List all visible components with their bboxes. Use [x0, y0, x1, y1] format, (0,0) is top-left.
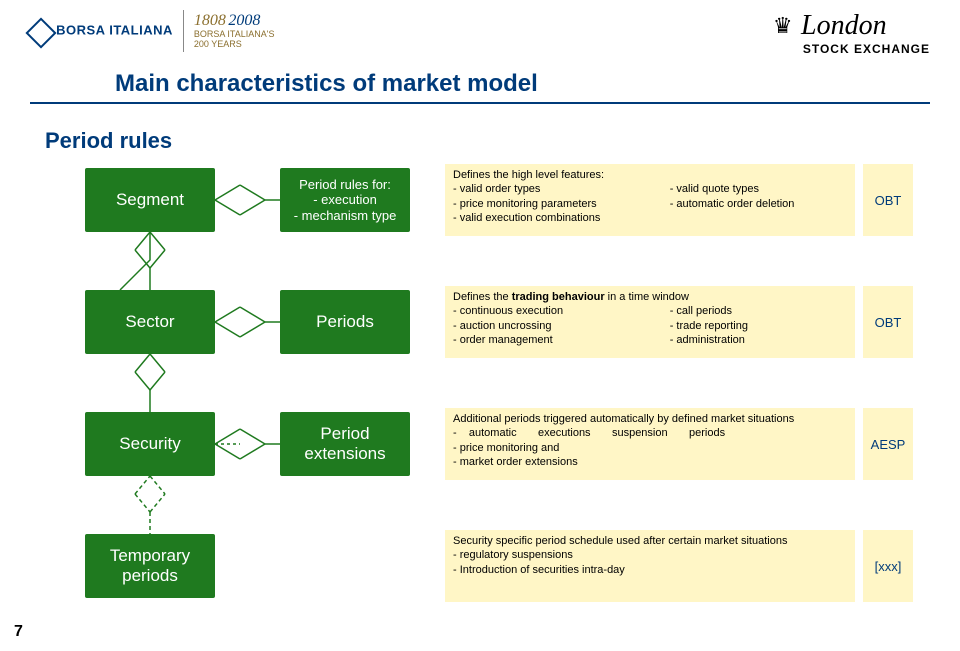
t2: - regulatory suspensions	[453, 548, 847, 562]
diamond-icon	[30, 22, 48, 40]
logo-left-group: BORSA ITALIANA 1808 2008 BORSA ITALIANA'…	[30, 10, 274, 52]
tag-aesp: AESP	[863, 408, 913, 480]
stock-exchange-text: STOCK EXCHANGE	[803, 42, 930, 56]
e2: - automatic executions suspension period…	[453, 426, 847, 440]
row-security: Security Period extensions Additional pe…	[55, 412, 920, 487]
d5: - automatic order deletion	[670, 197, 847, 211]
crest-icon: ♛	[773, 13, 793, 39]
s5: - trade reporting	[670, 319, 847, 333]
e4: - market order extensions	[453, 455, 847, 469]
pe-text: Period extensions	[304, 424, 385, 463]
s3: - order management	[453, 333, 670, 347]
anniversary-logo: 1808 2008 BORSA ITALIANA'S 200 YEARS	[194, 12, 275, 49]
d3: - valid execution combinations	[453, 211, 670, 225]
box-sector: Sector	[85, 290, 215, 354]
box-b-l3: - mechanism type	[294, 208, 397, 224]
tag-xxx: [xxx]	[863, 530, 913, 602]
year-1808: 1808	[194, 12, 226, 29]
row-temporary: Temporary periods Security specific peri…	[55, 534, 920, 609]
desc-sector: Defines the trading behaviour in a time …	[445, 286, 855, 358]
box-segment: Segment	[85, 168, 215, 232]
header: BORSA ITALIANA 1808 2008 BORSA ITALIANA'…	[30, 10, 930, 70]
desc-head2: Defines the trading behaviour in a time …	[453, 290, 847, 304]
row-sector: Sector Periods Defines the trading behav…	[55, 290, 920, 365]
vertical-divider	[183, 10, 184, 52]
t1: Security specific period schedule used a…	[453, 534, 847, 548]
desc-security: Additional periods triggered automatical…	[445, 408, 855, 480]
year-2008: 2008	[228, 12, 260, 29]
title-underline	[30, 102, 930, 104]
tag-obt-2: OBT	[863, 286, 913, 358]
row-segment: Segment Period rules for: - execution - …	[55, 168, 920, 243]
lse-logo: ♛ London STOCK EXCHANGE	[773, 10, 930, 56]
anniversary-sub2: 200 YEARS	[194, 39, 242, 49]
d1: - valid order types	[453, 182, 670, 196]
box-period-rules-for: Period rules for: - execution - mechanis…	[280, 168, 410, 232]
s2: - auction uncrossing	[453, 319, 670, 333]
london-text: London	[801, 10, 887, 42]
d4: - valid quote types	[670, 182, 847, 196]
d2: - price monitoring parameters	[453, 197, 670, 211]
e3: - price monitoring and	[453, 441, 847, 455]
borsa-text: BORSA ITALIANA	[56, 22, 173, 37]
page-subtitle: Period rules	[45, 128, 172, 154]
box-b-l2: - execution	[294, 192, 397, 208]
tag-obt-1: OBT	[863, 164, 913, 236]
anniversary-sub1: BORSA ITALIANA'S	[194, 29, 275, 39]
tp-text: Temporary periods	[85, 546, 215, 587]
box-temporary-periods: Temporary periods	[85, 534, 215, 598]
box-period-extensions: Period extensions	[280, 412, 410, 476]
s6: - administration	[670, 333, 847, 347]
s1: - continuous execution	[453, 304, 670, 318]
e1: Additional periods triggered automatical…	[453, 412, 847, 426]
t3: - Introduction of securities intra-day	[453, 563, 847, 577]
page-number: 7	[14, 623, 23, 641]
s4: - call periods	[670, 304, 847, 318]
desc-temporary: Security specific period schedule used a…	[445, 530, 855, 602]
desc-head: Defines the high level features:	[453, 168, 847, 182]
box-b-l1: Period rules for:	[294, 177, 397, 193]
page-title: Main characteristics of market model	[115, 70, 538, 98]
box-periods: Periods	[280, 290, 410, 354]
borsa-italiana-logo: BORSA ITALIANA	[30, 22, 173, 40]
box-security: Security	[85, 412, 215, 476]
desc-segment: Defines the high level features: - valid…	[445, 164, 855, 236]
